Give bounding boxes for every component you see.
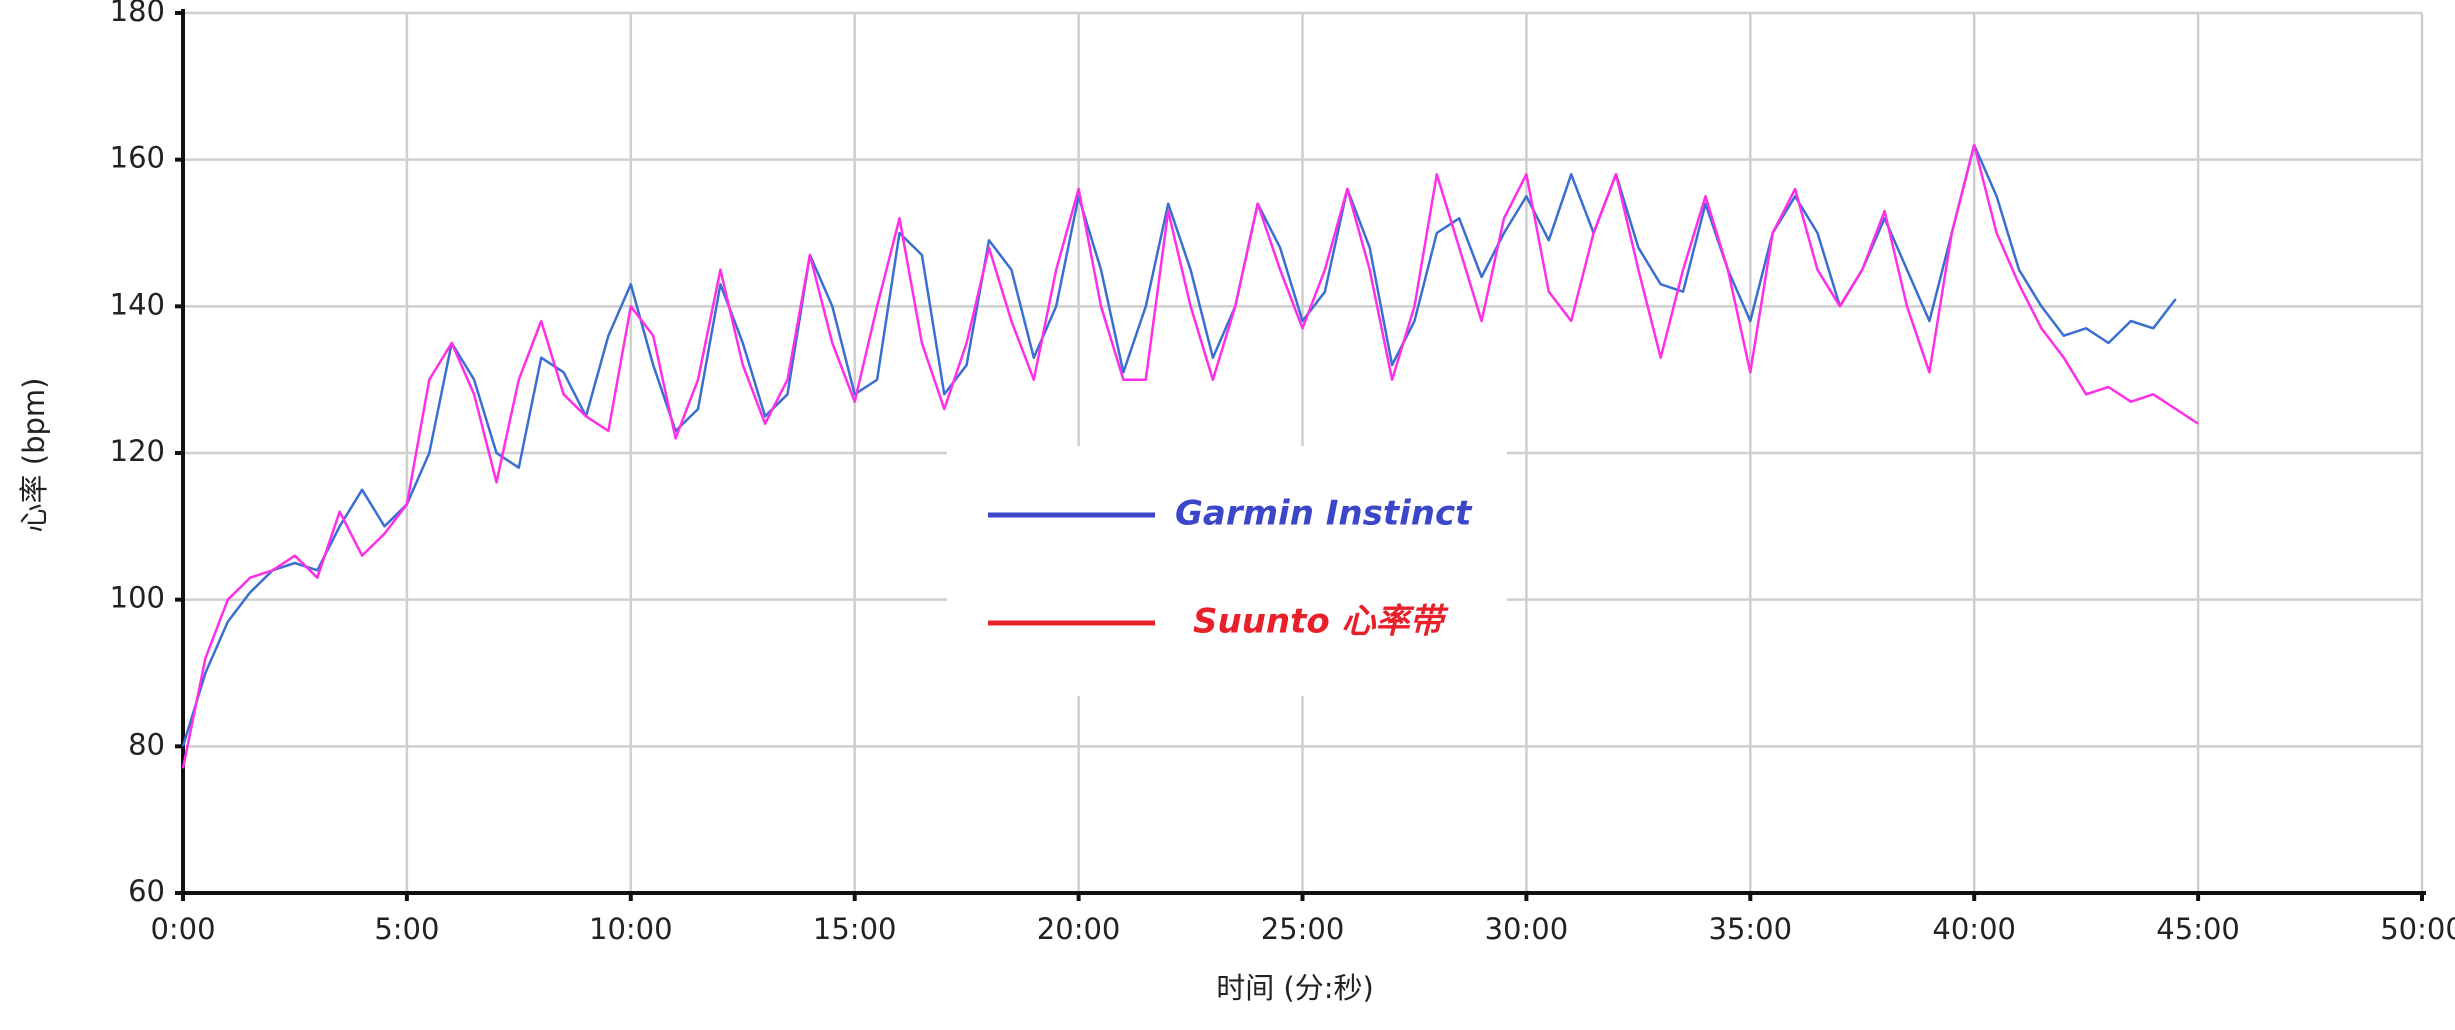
x-tick-label: 35:00 <box>1709 912 1793 946</box>
legend-label: Garmin Instinct <box>1175 494 1473 534</box>
y-tick-label: 140 <box>110 287 165 321</box>
x-tick-label: 25:00 <box>1261 912 1345 946</box>
x-tick-label: 15:00 <box>813 912 897 946</box>
x-tick-label: 40:00 <box>1932 912 2016 946</box>
y-tick-label: 100 <box>110 581 165 615</box>
x-tick-label: 50:00 <box>2380 912 2455 946</box>
legend-label: Suunto 心率带 <box>1193 602 1450 642</box>
x-tick-label: 45:00 <box>2156 912 2240 946</box>
y-tick-label: 180 <box>110 0 165 28</box>
legend-box <box>947 446 1507 696</box>
x-axis-title: 时间 (分:秒) <box>1216 971 1374 1005</box>
x-tick-label: 5:00 <box>374 912 439 946</box>
x-tick-label: 10:00 <box>589 912 673 946</box>
series-line <box>181 143 2199 769</box>
x-tick-label: 30:00 <box>1485 912 1569 946</box>
y-tick-label: 80 <box>128 727 165 761</box>
x-tick-label: 0:00 <box>150 912 215 946</box>
y-tick-label: 120 <box>110 434 165 468</box>
y-axis-title: 心率 (bpm) <box>17 378 51 533</box>
y-tick-label: 60 <box>128 874 165 908</box>
y-tick-label: 160 <box>110 141 165 175</box>
x-tick-label: 20:00 <box>1037 912 1121 946</box>
